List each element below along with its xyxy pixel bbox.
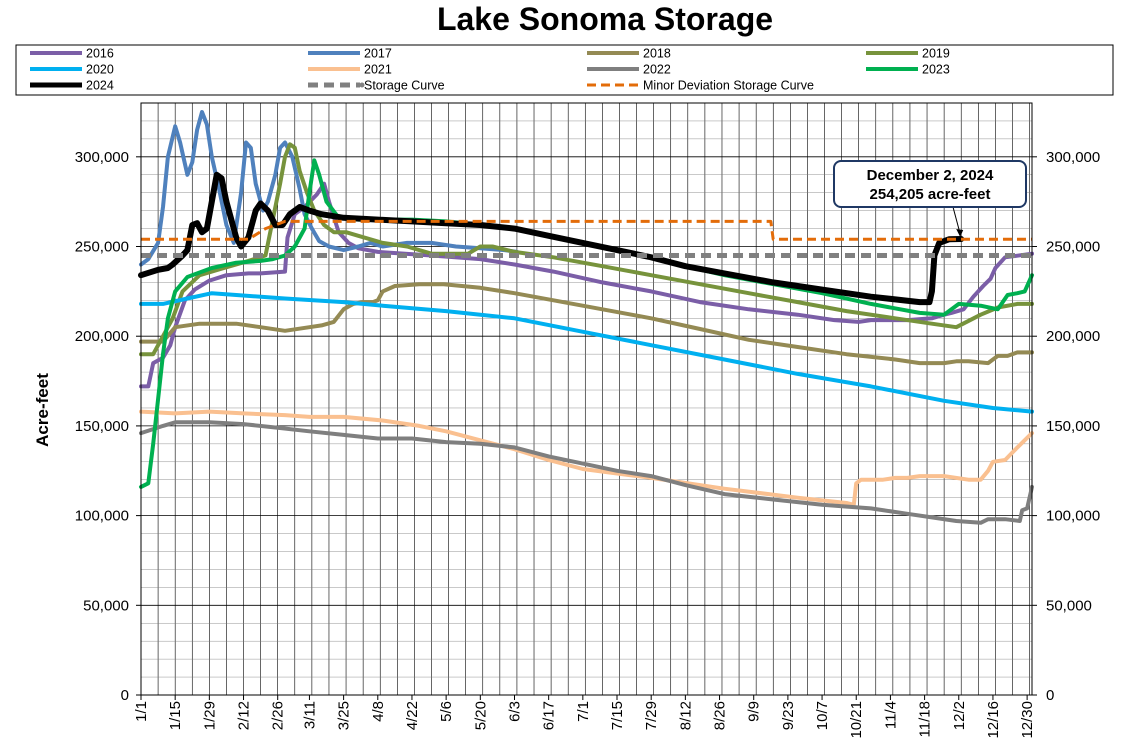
y-tick-label-right: 150,000 — [1046, 418, 1100, 435]
y-tick-label-left: 150,000 — [75, 418, 129, 435]
grid — [140, 102, 1032, 696]
legend-label: 2017 — [364, 47, 392, 61]
x-tick-label: 12/2 — [951, 701, 968, 730]
x-tick-label: 3/11 — [301, 701, 318, 729]
y-tick-label-left: 300,000 — [75, 149, 129, 166]
series-layer — [138, 110, 1034, 525]
legend-label: 2019 — [922, 47, 950, 61]
x-tick-label: 2/12 — [236, 701, 253, 730]
x-tick-label: 11/18 — [917, 701, 934, 737]
y-tick-label-right: 50,000 — [1046, 597, 1092, 614]
x-tick-label: 4/22 — [404, 701, 421, 730]
legend-label: 2020 — [86, 63, 114, 77]
y-tick-label-right: 250,000 — [1046, 239, 1100, 256]
y-tick-label-right: 300,000 — [1046, 149, 1100, 166]
x-tick-label: 8/26 — [712, 701, 729, 730]
x-tick-label: 3/25 — [336, 701, 353, 730]
y-tick-label-right: 100,000 — [1046, 508, 1100, 525]
y-tick-label-left: 50,000 — [83, 597, 129, 614]
legend-label: 2018 — [643, 47, 671, 61]
legend-label: 2023 — [922, 63, 950, 77]
x-tick-label: 7/29 — [643, 701, 660, 730]
x-tick-label: 6/17 — [541, 701, 558, 730]
series-line-2021 — [139, 409, 1034, 507]
x-tick-label: 4/8 — [370, 701, 387, 722]
axes: 0 0 50,000 50,000 100,000 100,000 150,000 150,0… — [75, 102, 1100, 739]
y-tick-label-left: 0 — [121, 687, 129, 704]
x-tick-label: 12/30 — [1019, 701, 1036, 739]
x-tick-label: 10/7 — [814, 701, 831, 730]
y-tick-label-left: 200,000 — [75, 328, 129, 345]
legend-label: 2016 — [86, 47, 114, 61]
series-line-2022 — [139, 420, 1034, 525]
y-tick-label-left: 100,000 — [75, 508, 129, 525]
series-line-2018 — [139, 282, 1034, 366]
x-tick-label: 2/26 — [270, 701, 287, 730]
plot-frame — [140, 102, 1033, 696]
legend-box — [15, 44, 1114, 96]
legend-label: 2021 — [364, 63, 392, 77]
x-tick-label: 6/3 — [506, 701, 523, 722]
callout-text: December 2, 2024 — [867, 167, 994, 184]
x-tick-label: 5/20 — [472, 701, 489, 730]
callout-text: 254,205 acre-feet — [870, 186, 991, 203]
legend-label: 2022 — [643, 63, 671, 77]
x-tick-label: 11/4 — [882, 701, 899, 729]
chart-title: Lake Sonoma Storage — [437, 1, 773, 37]
callout-box — [833, 160, 1027, 208]
legend-marker — [359, 82, 365, 88]
x-tick-label: 10/21 — [848, 701, 865, 739]
x-tick-label: 1/15 — [167, 701, 184, 730]
legend-label: Storage Curve — [364, 79, 445, 93]
x-tick-label: 7/15 — [609, 701, 626, 730]
series-line-2024 — [138, 171, 965, 306]
series-line-2017 — [139, 110, 519, 267]
x-tick-label: 8/12 — [677, 701, 694, 730]
legend-label: 2024 — [86, 79, 114, 93]
annotation: December 2, 2024 254,205 acre-feet — [833, 160, 1027, 237]
x-tick-label: 12/16 — [985, 701, 1002, 739]
x-tick-label: 5/6 — [438, 701, 455, 722]
x-tick-label: 9/23 — [780, 701, 797, 730]
legend: 2016 2017 2018 2019 2020 2021 2022 2023 2024 Stor… — [15, 44, 1114, 96]
y-tick-label-left: 250,000 — [75, 239, 129, 256]
series-line-minor-deviation-storage-curve — [141, 219, 1032, 241]
x-tick-label: 7/1 — [575, 701, 592, 722]
legend-label: Minor Deviation Storage Curve — [643, 79, 814, 93]
callout-arrowhead — [956, 228, 964, 237]
y-tick-label-right: 0 — [1046, 687, 1054, 704]
x-tick-label: 1/29 — [201, 701, 218, 730]
y-axis-label: Acre-feet — [33, 373, 52, 447]
series-line-2020 — [139, 291, 1034, 414]
x-tick-label: 9/9 — [746, 701, 763, 722]
x-tick-label: 1/1 — [133, 701, 150, 722]
y-tick-label-right: 200,000 — [1046, 328, 1100, 345]
